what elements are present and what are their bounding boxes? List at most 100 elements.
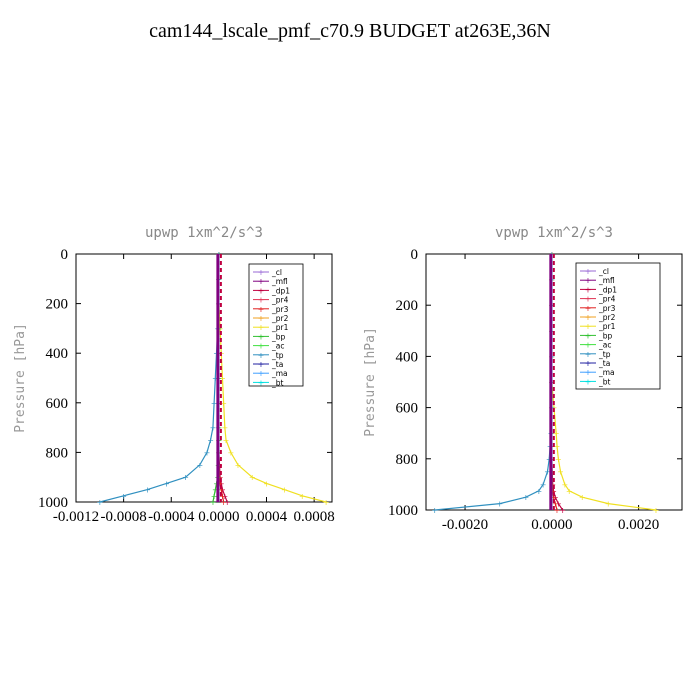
series-marker-dp1: + xyxy=(224,498,231,507)
legend-label-bp: _bp xyxy=(598,331,613,340)
legend-label-dp1: _dp1 xyxy=(271,286,290,295)
panel-title: upwp 1xm^2/s^3 xyxy=(145,225,263,241)
series-marker-pr1: + xyxy=(566,487,573,496)
legend-marker-pr3: + xyxy=(585,304,592,313)
series-marker-pr1: + xyxy=(220,399,227,408)
series-marker-tp: + xyxy=(196,461,203,470)
series-marker-tp: + xyxy=(207,436,214,445)
series-marker-tp: + xyxy=(212,374,219,383)
legend-marker-cl: + xyxy=(258,268,265,277)
legend-marker-ma: + xyxy=(258,369,265,378)
series-marker-pr1: + xyxy=(555,455,562,464)
series-marker-bp: + xyxy=(211,492,218,501)
series-marker-tp: + xyxy=(540,480,547,489)
legend-marker-pr4: + xyxy=(585,295,592,304)
legend-label-tp: _tp xyxy=(271,351,284,360)
legend-marker-pr2: + xyxy=(585,313,592,322)
series-marker-pr1: + xyxy=(249,473,256,482)
series-marker-pr1: + xyxy=(579,493,586,502)
legend-label-pr3: _pr3 xyxy=(271,305,289,314)
x-tick-label: 0.0000 xyxy=(531,517,572,533)
legend-marker-mfl: + xyxy=(258,277,265,286)
x-tick-label: -0.0004 xyxy=(148,509,195,525)
series-marker-pr1: + xyxy=(557,468,564,477)
legend-marker-tp: + xyxy=(258,351,265,360)
series-marker-tp: + xyxy=(546,455,553,464)
series-marker-tp: + xyxy=(120,492,127,501)
legend-marker-bp: + xyxy=(585,331,592,340)
series-marker-pr3: + xyxy=(554,506,561,515)
legend-marker-bt: + xyxy=(258,378,265,387)
series-marker-pr3: + xyxy=(220,498,227,507)
series-marker-pr1: + xyxy=(227,448,234,457)
y-tick-label: 0 xyxy=(411,247,419,263)
legend-marker-cl: + xyxy=(585,267,592,276)
y-tick-label: 800 xyxy=(46,445,69,461)
legend-label-ma: _ma xyxy=(271,369,288,378)
legend-marker-pr3: + xyxy=(258,305,265,314)
legend-label-pr4: _pr4 xyxy=(598,295,616,304)
legend-box xyxy=(248,263,304,387)
legend-marker-pr1: + xyxy=(585,322,592,331)
legend-marker-pr1: + xyxy=(258,323,265,332)
series-marker-pr3: + xyxy=(549,487,556,496)
legend-marker-dp1: + xyxy=(258,286,265,295)
y-tick-label: 1000 xyxy=(388,503,418,519)
series-marker-dp1: + xyxy=(221,492,228,501)
legend-marker-ac: + xyxy=(258,342,265,351)
series-marker-pr3: + xyxy=(552,500,559,509)
series-marker-dp1: + xyxy=(552,493,559,502)
series-marker-tp: + xyxy=(210,424,217,433)
legend-label-ac: _ac xyxy=(271,342,284,351)
series-marker-pr3: + xyxy=(550,493,557,502)
series-marker-dp1: + xyxy=(559,506,566,515)
series-marker-pr1: + xyxy=(561,480,568,489)
series-marker-tp: + xyxy=(535,487,542,496)
legend-marker-ta: + xyxy=(258,360,265,369)
legend-label-pr1: _pr1 xyxy=(271,323,289,332)
legend-label-tp: _tp xyxy=(598,350,611,359)
x-tick-label: -0.0012 xyxy=(53,509,99,525)
legend-label-ta: _ta xyxy=(598,359,610,368)
legend-marker-mfl: + xyxy=(585,276,592,285)
series-marker-tp: + xyxy=(431,506,438,515)
x-tick-label: 0.0008 xyxy=(294,509,335,525)
legend-label-pr3: _pr3 xyxy=(598,304,616,313)
series-marker-tp: + xyxy=(522,493,529,502)
series-marker-pr1: + xyxy=(221,424,228,433)
series-marker-tp: + xyxy=(544,468,551,477)
panel-title: vpwp 1xm^2/s^3 xyxy=(495,225,613,241)
x-tick-label: 0.0004 xyxy=(246,509,288,525)
series-line-tp xyxy=(434,254,553,511)
y-axis-label: Pressure [hPa] xyxy=(363,327,378,437)
series-marker-pr1: + xyxy=(263,479,270,488)
series-marker-pr1: + xyxy=(554,442,561,451)
x-tick-label: 0.0020 xyxy=(618,517,659,533)
figure-title: cam144_lscale_pmf_c70.9 BUDGET at263E,36… xyxy=(149,20,551,42)
legend-marker-ac: + xyxy=(585,341,592,350)
series-marker-pr1: + xyxy=(323,498,330,507)
series-marker-pr1: + xyxy=(281,486,288,495)
y-tick-label: 1000 xyxy=(38,495,68,511)
series-marker-tp: + xyxy=(96,498,103,507)
legend-label-bt: _bt xyxy=(271,378,284,387)
series-marker-tp: + xyxy=(211,399,218,408)
legend-label-mfl: _mfl xyxy=(598,276,615,285)
y-tick-label: 600 xyxy=(396,401,419,417)
series-marker-tp: + xyxy=(496,500,503,509)
legend-label-pr2: _pr2 xyxy=(598,313,616,322)
legend-label-bp: _bp xyxy=(271,332,286,341)
series-marker-pr3: + xyxy=(218,486,225,495)
series-marker-pr1: + xyxy=(653,506,660,515)
y-tick-label: 200 xyxy=(46,297,69,313)
series-marker-dp1: + xyxy=(219,486,226,495)
series-marker-pr1: + xyxy=(235,461,242,470)
legend-marker-ma: + xyxy=(585,368,592,377)
x-tick-label: 0.0000 xyxy=(198,509,239,525)
y-tick-label: 600 xyxy=(46,396,69,412)
legend-marker-bp: + xyxy=(258,332,265,341)
series-marker-pr1: + xyxy=(553,429,560,438)
y-tick-label: 400 xyxy=(46,346,69,362)
legend-marker-dp1: + xyxy=(585,285,592,294)
